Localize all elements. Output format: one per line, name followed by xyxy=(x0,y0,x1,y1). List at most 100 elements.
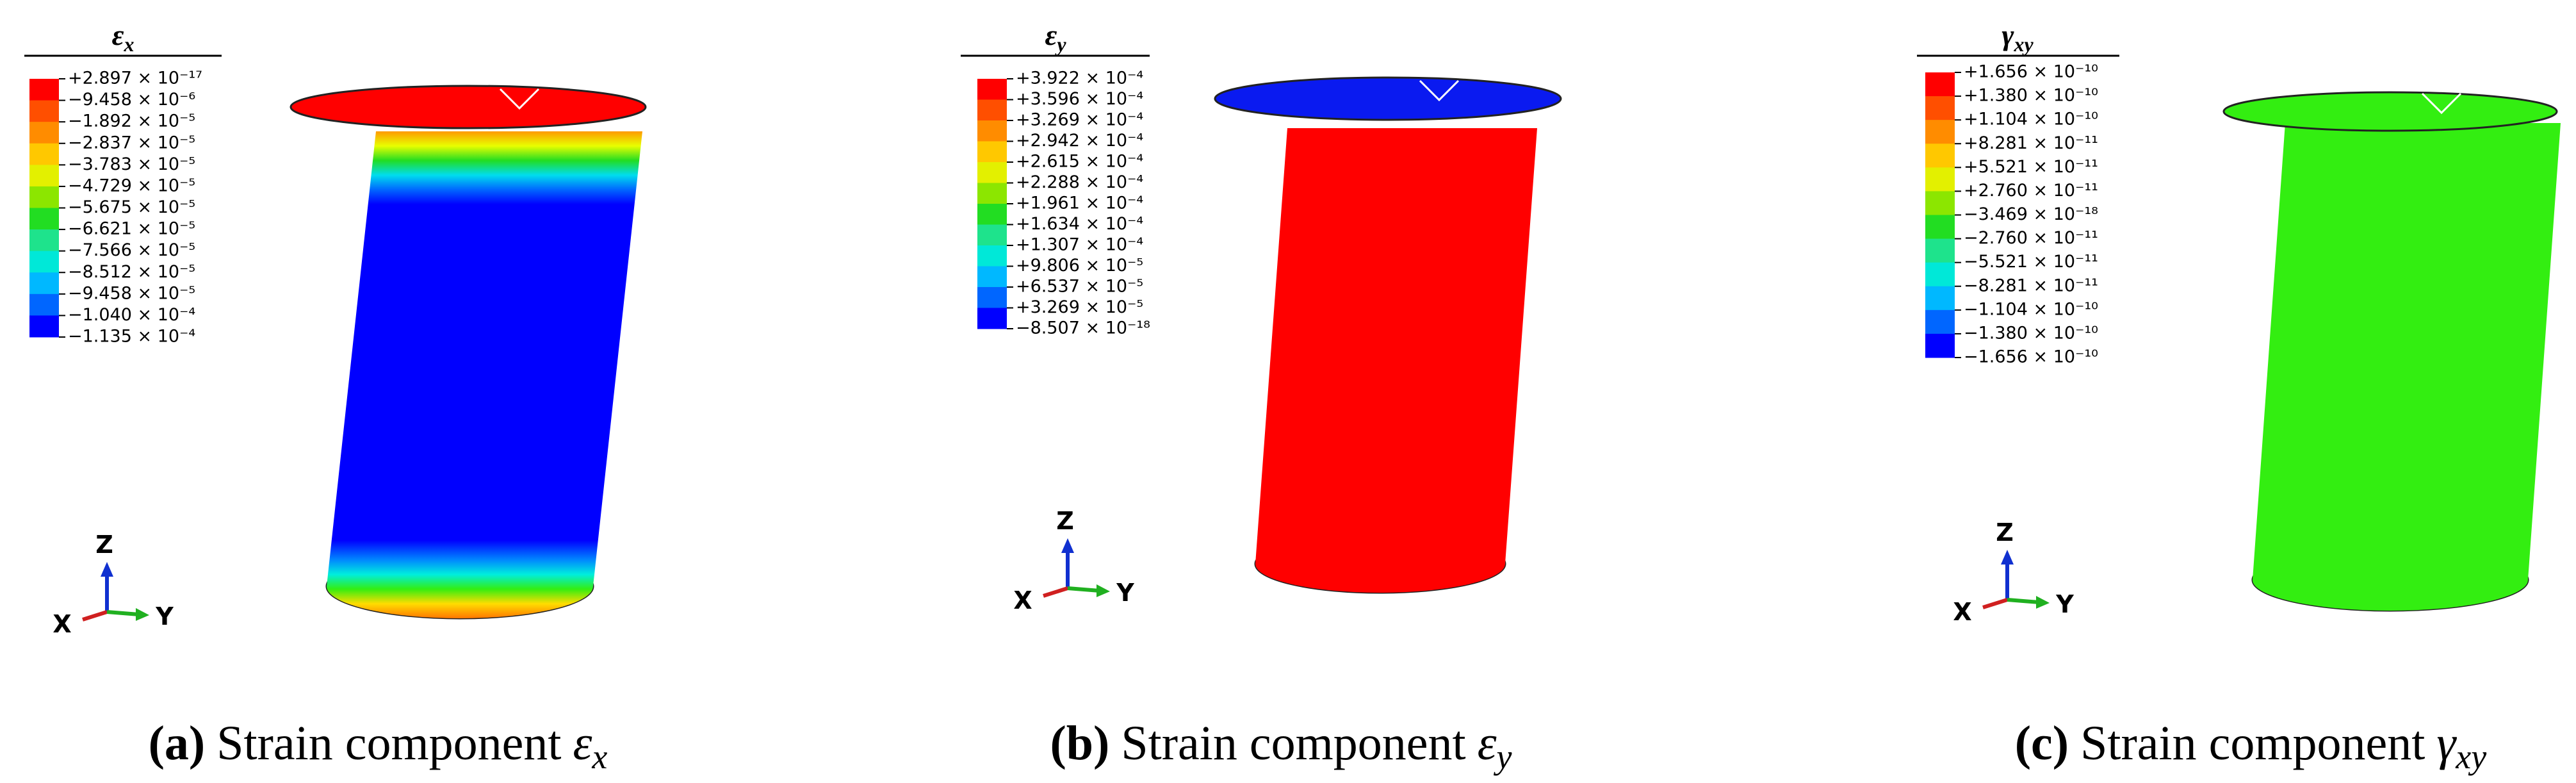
panel: εy+3.922 × 10⁻⁴+3.596 × 10⁻⁴+3.269 × 10⁻… xyxy=(961,19,1562,776)
legend-label: +1.961 × 10⁻⁴ xyxy=(1016,194,1143,213)
legend-symbol: ε xyxy=(112,19,124,51)
legend-label: +2.288 × 10⁻⁴ xyxy=(1016,172,1143,192)
legend-label: +1.307 × 10⁻⁴ xyxy=(1016,235,1143,255)
caption-subscript: x xyxy=(591,738,607,776)
legend-label: +6.537 × 10⁻⁵ xyxy=(1016,277,1143,297)
triad-y-head xyxy=(2036,596,2050,609)
legend-label: +5.521 × 10⁻¹¹ xyxy=(1964,157,2098,177)
caption-text: Strain component xyxy=(1121,716,1465,770)
legend-swatch xyxy=(977,245,1007,267)
legend-label: −4.729 × 10⁻⁵ xyxy=(68,176,195,195)
triad-x xyxy=(1982,598,2008,609)
triad-label: Z xyxy=(1056,507,1074,535)
legend-swatch xyxy=(29,165,59,187)
panel: εx+2.897 × 10⁻¹⁷−9.458 × 10⁻⁶−1.892 × 10… xyxy=(24,19,647,776)
legend-swatch xyxy=(1925,238,1955,263)
legend-subscript: y xyxy=(1054,33,1066,56)
legend-swatch xyxy=(29,315,59,338)
triad-y-head xyxy=(1096,584,1110,597)
legend-label: −1.380 × 10⁻¹⁰ xyxy=(1964,323,2098,343)
legend-symbol: ε xyxy=(1045,19,1057,51)
legend-label: −9.458 × 10⁻⁶ xyxy=(68,90,195,110)
legend-swatch xyxy=(29,186,59,208)
legend-label: +2.760 × 10⁻¹¹ xyxy=(1964,181,2098,201)
legend-swatch xyxy=(29,229,59,252)
legend-subscript: xy xyxy=(2013,33,2034,56)
legend-symbol: γ xyxy=(2001,19,2014,51)
legend-title: εy xyxy=(1045,19,1066,56)
legend-swatch xyxy=(1925,215,1955,240)
legend-label: −5.521 × 10⁻¹¹ xyxy=(1964,252,2098,272)
caption-label: (b) xyxy=(1050,716,1109,770)
legend-label: −1.656 × 10⁻¹⁰ xyxy=(1964,347,2098,367)
legend-swatch xyxy=(1925,191,1955,215)
triad-label: X xyxy=(1013,586,1032,614)
legend-title: εx xyxy=(112,19,135,56)
legend-swatch xyxy=(29,79,59,101)
cylinder-cap xyxy=(1214,76,1562,121)
legend-label: −1.892 × 10⁻⁵ xyxy=(68,111,195,131)
legend-swatch xyxy=(1925,144,1955,168)
legend-label: +3.596 × 10⁻⁴ xyxy=(1016,89,1143,109)
legend-swatch xyxy=(1925,333,1955,358)
caption: (a) Strain component εx xyxy=(149,716,608,776)
legend-label: −8.512 × 10⁻⁵ xyxy=(68,262,195,282)
legend-swatch xyxy=(977,99,1007,121)
caption-text: Strain component xyxy=(2080,716,2425,770)
panel: γxy+1.656 × 10⁻¹⁰+1.380 × 10⁻¹⁰+1.104 × … xyxy=(1917,19,2561,776)
legend-swatch xyxy=(1925,96,1955,120)
legend-swatch xyxy=(977,79,1007,100)
legend-swatch xyxy=(29,100,59,122)
legend-label: −1.040 × 10⁻⁴ xyxy=(68,305,195,325)
legend-label: −8.281 × 10⁻¹¹ xyxy=(1964,276,2098,295)
legend-swatch xyxy=(977,224,1007,246)
legend-label: +9.806 × 10⁻⁵ xyxy=(1016,256,1143,276)
triad-z-head xyxy=(2001,550,2014,565)
legend-label: −2.837 × 10⁻⁵ xyxy=(68,133,195,152)
legend-swatch xyxy=(977,120,1007,142)
legend-label: +1.656 × 10⁻¹⁰ xyxy=(1964,62,2098,82)
legend-label: −5.675 × 10⁻⁵ xyxy=(68,197,195,217)
legend-subscript: x xyxy=(123,33,134,56)
legend-label: +3.922 × 10⁻⁴ xyxy=(1016,69,1143,88)
legend-title: γxy xyxy=(2001,19,2034,56)
legend-label: −1.135 × 10⁻⁴ xyxy=(68,327,195,347)
legend-label: +1.104 × 10⁻¹⁰ xyxy=(1964,110,2098,129)
legend-swatch xyxy=(29,122,59,144)
legend-label: +3.269 × 10⁻⁴ xyxy=(1016,110,1143,130)
cylinder-cap xyxy=(2222,91,2558,132)
caption-subscript: y xyxy=(1494,738,1512,776)
caption-subscript: xy xyxy=(2455,738,2486,776)
legend-swatch xyxy=(977,204,1007,225)
triad-z-head xyxy=(101,562,113,577)
legend-swatch xyxy=(977,308,1007,329)
caption-label: (c) xyxy=(2015,716,2069,770)
legend-label: +1.634 × 10⁻⁴ xyxy=(1016,214,1143,234)
legend-swatch xyxy=(29,293,59,316)
cap-marker xyxy=(2421,92,2462,115)
legend-swatch xyxy=(977,141,1007,163)
triad-x xyxy=(1043,586,1068,598)
cap-marker xyxy=(499,88,540,110)
triad-label: Y xyxy=(2055,590,2074,618)
legend-label: −1.104 × 10⁻¹⁰ xyxy=(1964,299,2098,319)
legend-swatch xyxy=(1925,167,1955,192)
triad-label: Z xyxy=(95,531,113,559)
legend-label: −3.783 × 10⁻⁵ xyxy=(68,154,195,174)
legend-swatch xyxy=(977,162,1007,183)
caption-symbol: γ xyxy=(2436,716,2457,770)
legend-label: +2.615 × 10⁻⁴ xyxy=(1016,152,1143,172)
legend-label: −9.458 × 10⁻⁵ xyxy=(68,283,195,303)
legend-swatch xyxy=(29,143,59,165)
triad-y xyxy=(106,610,140,616)
legend-label: +1.380 × 10⁻¹⁰ xyxy=(1964,86,2098,106)
triad-label: Z xyxy=(1996,518,2014,547)
caption: (c) Strain component γxy xyxy=(2015,716,2487,776)
triad-label: X xyxy=(1953,598,1971,626)
cylinder-cap xyxy=(289,85,647,129)
caption-label: (a) xyxy=(149,716,206,770)
triad-label: X xyxy=(53,610,71,638)
legend-swatch xyxy=(1925,262,1955,287)
legend-swatch xyxy=(977,183,1007,204)
